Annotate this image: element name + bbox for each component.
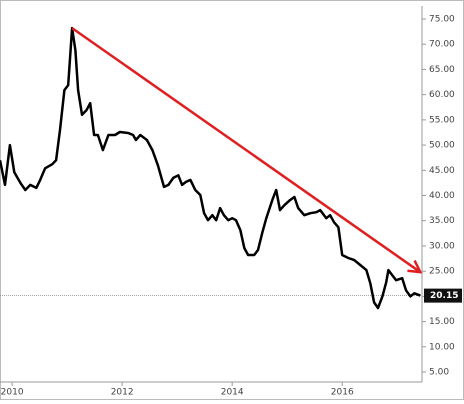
x-tick-label: 2016	[331, 388, 354, 398]
y-tick-label: 40.00	[429, 191, 455, 201]
y-tick-label: 75.00	[429, 15, 455, 25]
y-tick-label: 45.00	[429, 166, 455, 176]
y-tick-label: 70.00	[429, 40, 455, 50]
y-tick-label: 60.00	[429, 90, 455, 100]
trend-arrowhead	[407, 259, 423, 274]
y-tick-label: 50.00	[429, 141, 455, 151]
last-price-box	[424, 288, 462, 303]
price-line	[0, 26, 421, 310]
trend-line	[71, 27, 422, 274]
y-tick-label: 55.00	[429, 115, 455, 125]
x-tick-label: 2014	[221, 388, 244, 398]
y-tick-label: 65.00	[429, 65, 455, 75]
y-tick-label: 15.00	[429, 317, 455, 327]
y-tick-label: 10.00	[429, 342, 455, 352]
y-tick-label: 30.00	[429, 241, 455, 251]
last-price-label: 20.15	[430, 291, 458, 301]
y-tick-label: 5.00	[429, 368, 449, 378]
x-tick-label: 2010	[1, 388, 24, 398]
y-tick-label: 25.00	[429, 267, 455, 277]
y-tick-label: 35.00	[429, 216, 455, 226]
x-tick-label: 2012	[111, 388, 134, 398]
